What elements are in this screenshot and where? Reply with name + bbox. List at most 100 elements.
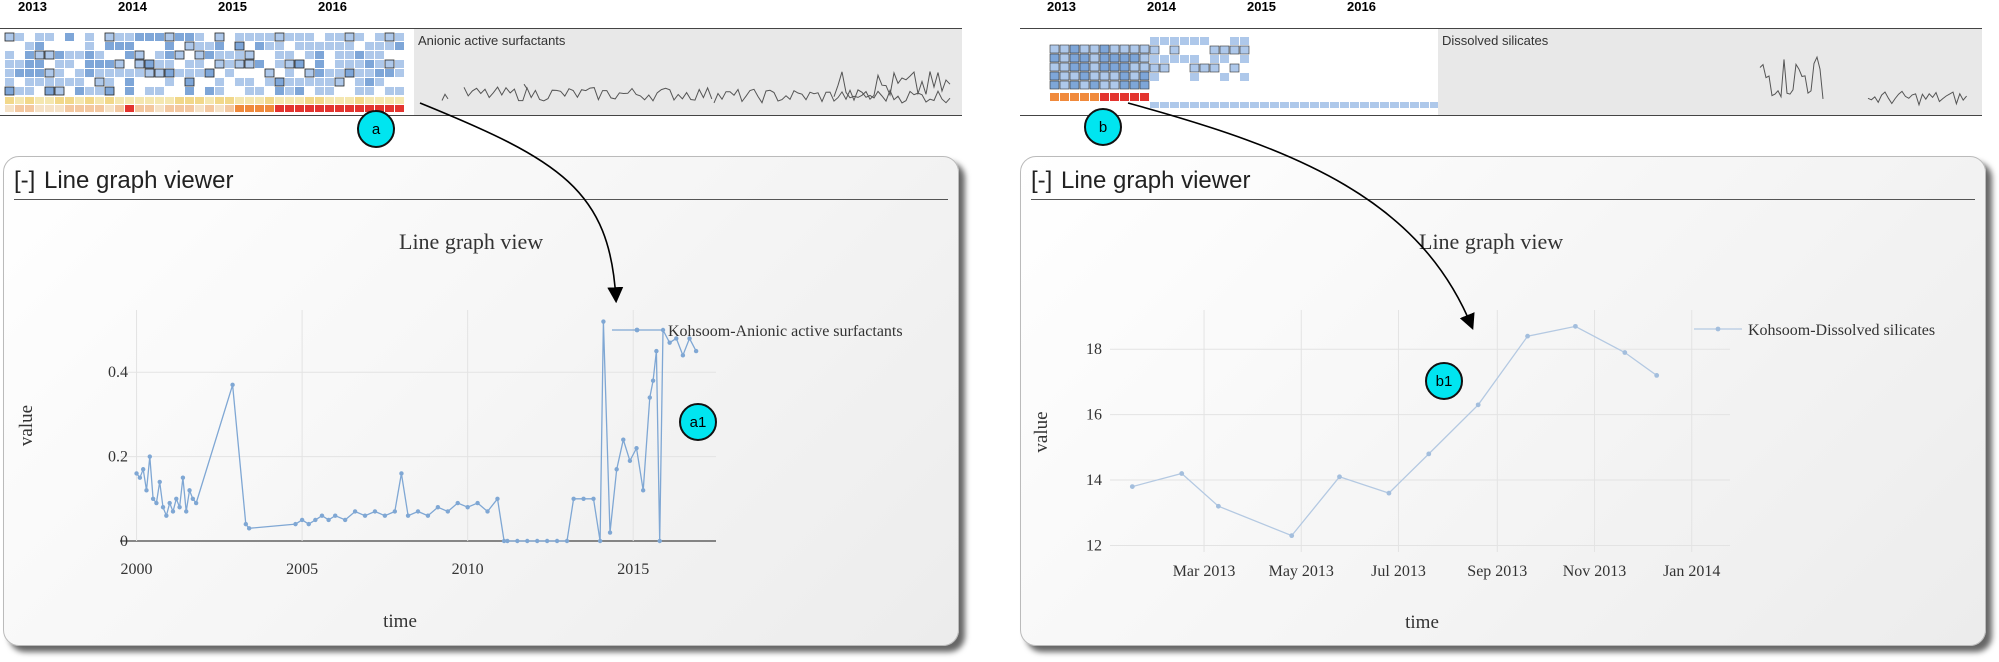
heat-cell [315,105,324,112]
heat-cell [154,68,165,78]
data-point [313,517,318,523]
heat-cell [395,97,404,104]
heat-cell [55,60,64,68]
heat-cell [1139,71,1150,81]
heat-cell [45,78,54,86]
collapse-toggle[interactable]: [-] [14,167,36,194]
heat-cell [175,105,184,112]
heat-cell [275,87,284,95]
heat-cell [65,60,74,68]
heat-cell [365,97,374,104]
data-point [495,496,500,501]
heat-cell [25,105,34,112]
heat-cell [315,51,324,59]
heat-cell [305,51,314,59]
heat-cell [255,105,264,112]
heat-cell [1089,80,1100,90]
heat-cell [85,51,94,59]
heat-cell [155,87,164,95]
collapse-toggle[interactable]: [-] [1031,167,1053,194]
heat-cell [215,87,224,95]
heat-cell [1109,53,1120,63]
data-point [515,538,520,544]
viewer-title: Line graph viewer [44,167,234,194]
heat-cell [285,97,294,104]
heat-cell [25,69,34,77]
data-point [621,437,626,442]
heat-cell [295,105,304,112]
heat-cell [1079,71,1090,81]
data-point [525,538,530,544]
heat-cell [265,42,274,50]
heat-cell [385,97,394,104]
heat-cell [1139,44,1150,54]
data-point [564,538,570,544]
heatmap-grid[interactable] [0,29,412,115]
heat-cell [85,105,94,112]
sparkline-panel[interactable]: Dissolved silicates [1438,29,1982,115]
data-point [445,509,450,514]
heat-cell [165,97,174,104]
data-point [1289,533,1295,539]
heat-cell [1190,37,1199,45]
heat-cell [225,51,234,59]
data-point [164,513,169,518]
heat-cell [25,51,34,59]
heat-cell [295,78,304,86]
heat-cell [225,105,234,112]
heat-cell [315,78,324,86]
heat-cell [125,51,134,59]
heat-cell [174,50,185,60]
heat-cell [335,51,344,59]
heat-cell [164,68,175,78]
heat-cell [165,105,174,112]
data-point [150,496,156,501]
heat-cell [1240,37,1249,45]
heat-cell [1170,37,1179,45]
heat-cell [204,68,215,78]
heat-cell [1049,53,1060,63]
data-point [415,509,421,514]
heat-cell [1160,37,1169,45]
heat-cell [5,51,14,59]
heat-cell [115,42,124,50]
heat-cell [194,50,205,60]
data-point [382,513,388,518]
heat-cell [115,33,124,41]
heat-cell [325,87,334,95]
heat-cell [5,60,14,68]
heat-cell [184,41,195,51]
heat-cell [375,42,384,50]
heat-cell [295,97,304,104]
y-axis-title: value [16,405,37,446]
heat-cell [1190,73,1199,81]
heat-cell [355,105,364,112]
data-point [293,521,298,527]
heat-cell [145,33,154,41]
heat-cell [1089,44,1100,54]
data-point [1622,350,1628,355]
heat-cell [95,87,104,95]
heat-cell [155,97,164,104]
heat-cell [1080,93,1089,101]
heat-cell [1110,93,1119,101]
data-point [650,378,656,383]
heat-cell [55,51,64,59]
heat-cell [355,51,364,59]
series-line [136,321,697,542]
heat-cell [115,97,124,104]
heat-cell [175,97,184,104]
sparkline-panel[interactable]: Anionic active surfactants [414,29,962,115]
data-point [1179,471,1185,476]
data-point [660,327,666,333]
heat-cell [395,33,404,41]
data-point [1654,373,1660,378]
data-point [399,471,404,476]
x-tick-label: Nov 2013 [1563,563,1627,580]
heat-cell [275,105,284,112]
heat-cell [355,60,364,68]
data-point [160,505,166,510]
heat-cell [1109,44,1120,54]
heat-cell [165,42,174,50]
heat-cell [95,60,104,68]
